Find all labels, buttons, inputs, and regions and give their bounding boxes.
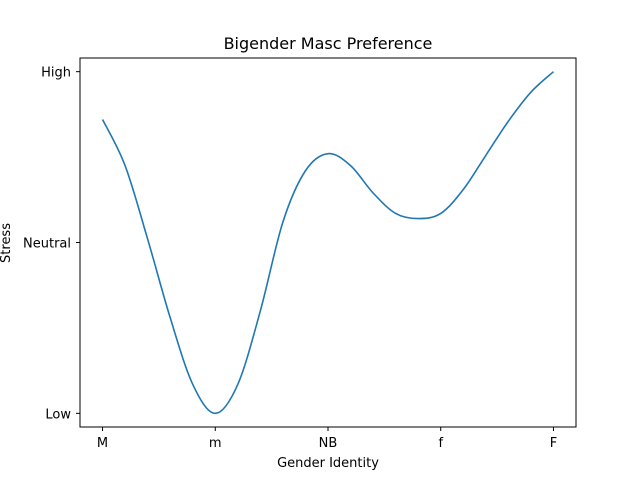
x-axis-label: Gender Identity xyxy=(277,456,379,471)
x-tick-label: F xyxy=(550,436,557,451)
y-tick-label: High xyxy=(41,66,71,81)
y-axis: Low Neutral High xyxy=(23,66,80,422)
x-tick-label: NB xyxy=(319,436,338,451)
x-tick-label: M xyxy=(97,436,108,451)
series-layer xyxy=(101,71,554,415)
x-tick-label: m xyxy=(209,436,222,451)
y-tick-label: Neutral xyxy=(23,237,71,252)
series-line xyxy=(101,71,554,415)
y-axis-label: Stress xyxy=(0,223,14,263)
chart-title: Bigender Masc Preference xyxy=(224,34,433,53)
y-tick-label: Low xyxy=(45,407,71,422)
x-tick-label: f xyxy=(438,436,443,451)
